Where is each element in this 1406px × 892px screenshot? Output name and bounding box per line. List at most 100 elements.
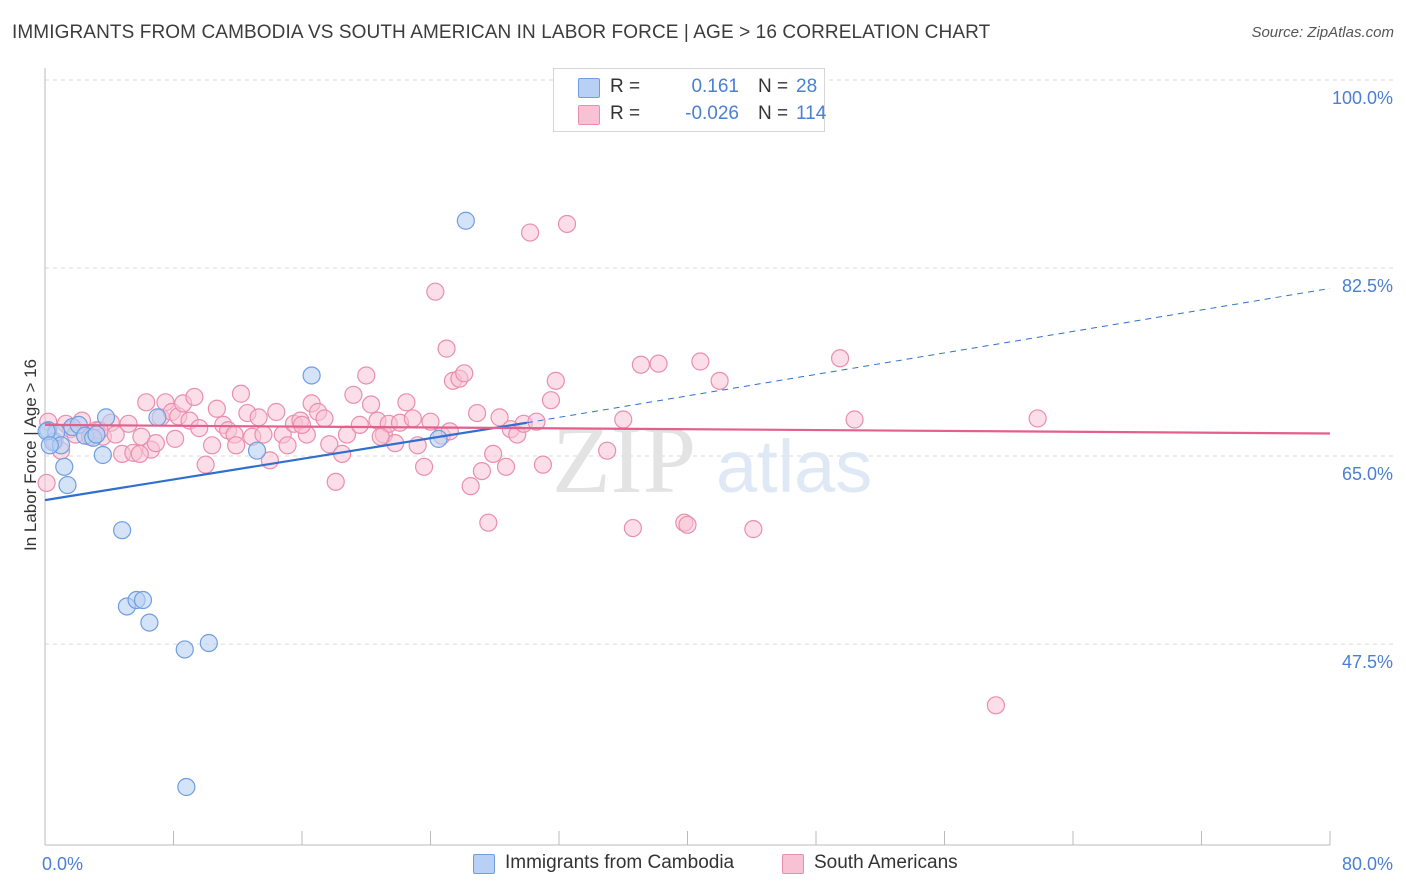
data-point-south-americans <box>231 384 251 403</box>
data-point-south-americans <box>403 409 422 428</box>
y-tick-label: 100.0% <box>1332 88 1393 108</box>
data-point-south-americans <box>207 399 226 418</box>
legend-swatch-pink <box>578 105 600 125</box>
x-tick-labels: 0.0% 80.0% <box>42 854 1393 874</box>
data-point-south-americans <box>1028 409 1047 428</box>
data-point-south-americans <box>467 403 487 423</box>
watermark-atlas: atlas <box>716 425 872 508</box>
data-point-south-americans <box>541 391 561 410</box>
trend-line-cambodia-extrapolated <box>526 287 1331 424</box>
chart-title: IMMIGRANTS FROM CAMBODIA VS SOUTH AMERIC… <box>12 22 991 43</box>
data-point-south-americans <box>414 457 434 476</box>
data-point-south-americans <box>623 518 642 538</box>
legend-label-cambodia: Immigrants from Cambodia <box>505 852 735 873</box>
data-point-south-americans <box>315 409 334 428</box>
legend-r-label: R = <box>610 76 641 97</box>
source-label: Source: ZipAtlas.com <box>1251 24 1394 41</box>
data-point-south-americans <box>326 472 345 491</box>
data-point-cambodia <box>96 408 116 427</box>
data-point-south-americans <box>490 408 509 427</box>
data-point-south-americans <box>130 444 149 464</box>
data-point-cambodia <box>140 613 159 632</box>
series-immigrants-from-cambodia <box>37 211 475 797</box>
data-point-cambodia <box>175 640 194 659</box>
data-point-cambodia <box>177 777 196 797</box>
data-point-south-americans <box>496 457 516 476</box>
data-point-south-americans <box>986 696 1006 715</box>
legend-n-value: 28 <box>796 76 818 97</box>
data-point-south-americans <box>350 415 369 434</box>
data-point-south-americans <box>185 387 204 407</box>
data-point-south-americans <box>119 414 138 433</box>
x-tick-label: 80.0% <box>1342 854 1393 874</box>
axes <box>44 68 1331 846</box>
data-point-south-americans <box>320 435 339 454</box>
data-point-south-americans <box>546 371 565 390</box>
data-point-cambodia <box>148 408 167 427</box>
data-point-south-americans <box>202 436 222 455</box>
data-point-south-americans <box>278 436 297 455</box>
data-point-south-americans <box>426 282 445 301</box>
data-point-south-americans <box>196 455 215 474</box>
data-point-south-americans <box>421 412 440 431</box>
data-point-south-americans <box>397 393 416 412</box>
legend-r-value: 0.161 <box>691 76 739 97</box>
data-point-south-americans <box>357 366 376 385</box>
data-point-south-americans <box>631 355 651 374</box>
data-point-south-americans <box>371 427 390 446</box>
data-point-south-americans <box>267 402 286 422</box>
legend-n-value: 114 <box>796 103 827 124</box>
legend-swatch-blue <box>473 854 495 874</box>
data-point-south-americans <box>146 434 165 453</box>
data-point-south-americans <box>845 410 864 429</box>
data-point-south-americans <box>166 429 185 448</box>
data-point-cambodia <box>199 633 218 653</box>
stats-legend: R = 0.161 N = 28 R = -0.026 N = 114 <box>553 68 827 132</box>
trend-line-south-americans <box>44 423 1331 435</box>
data-point-cambodia <box>247 441 267 460</box>
data-point-south-americans <box>557 214 577 234</box>
grid <box>45 79 1395 645</box>
y-tick-labels: 47.5% 65.0% 82.5% 100.0% <box>1332 88 1393 672</box>
data-point-cambodia <box>456 211 475 230</box>
data-point-south-americans <box>520 223 540 242</box>
data-point-south-americans <box>527 412 546 431</box>
legend-label-south-americans: South Americans <box>814 852 958 873</box>
trend-lines <box>44 287 1331 502</box>
data-point-south-americans <box>249 408 268 427</box>
data-point-cambodia <box>58 475 77 495</box>
data-point-south-americans <box>137 393 156 412</box>
data-point-south-americans <box>361 395 381 414</box>
data-point-south-americans <box>744 520 763 539</box>
data-point-south-americans <box>830 349 850 368</box>
y-tick-label: 65.0% <box>1342 464 1393 484</box>
data-point-south-americans <box>614 410 633 429</box>
series-south-americans <box>37 214 1047 715</box>
data-point-cambodia <box>87 425 106 444</box>
data-point-south-americans <box>227 436 246 455</box>
legend-swatch-blue <box>578 78 600 98</box>
data-point-cambodia <box>302 366 321 385</box>
data-point-south-americans <box>190 419 209 438</box>
y-tick-label: 47.5% <box>1342 652 1393 672</box>
data-point-cambodia <box>40 436 59 455</box>
data-point-south-americans <box>598 441 617 460</box>
x-tick-label: 0.0% <box>42 854 83 874</box>
data-point-south-americans <box>710 371 729 390</box>
trend-line-cambodia <box>44 421 528 502</box>
data-point-south-americans <box>292 415 312 434</box>
data-point-south-americans <box>344 385 363 404</box>
data-point-cambodia <box>133 590 153 610</box>
data-point-south-americans <box>437 339 456 358</box>
data-point-cambodia <box>55 457 74 476</box>
y-tick-label: 82.5% <box>1342 276 1393 296</box>
data-point-south-americans <box>455 364 474 383</box>
data-point-south-americans <box>649 354 668 373</box>
legend-n-label: N = <box>758 76 789 97</box>
legend-r-value: -0.026 <box>685 103 739 124</box>
data-point-south-americans <box>37 473 56 493</box>
data-point-south-americans <box>484 444 503 464</box>
legend-n-label: N = <box>758 103 789 124</box>
legend-swatch-pink <box>782 854 804 874</box>
data-point-south-americans <box>678 515 697 534</box>
